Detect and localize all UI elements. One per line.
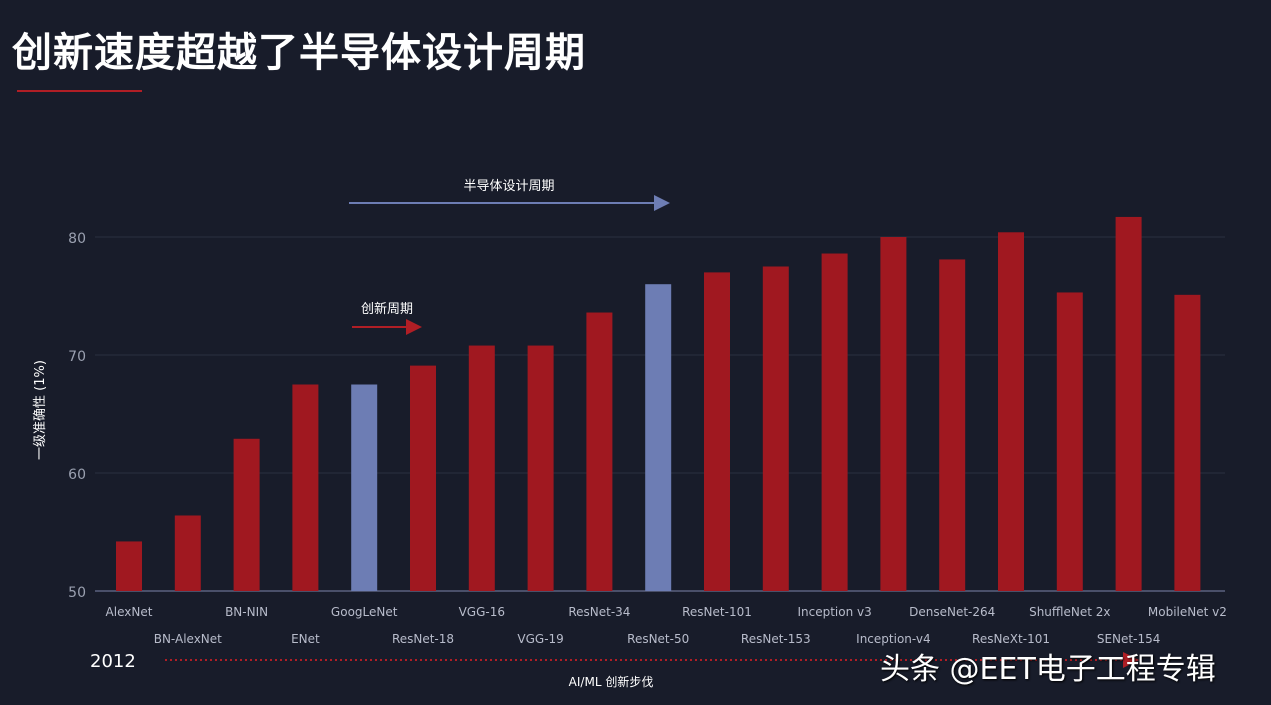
- x-tick-label: ResNet-50: [627, 632, 689, 646]
- bar-enet: [292, 384, 319, 591]
- semiconductor-cycle-label: 半导体设计周期: [463, 179, 554, 194]
- bar-resnet-34: [586, 312, 613, 591]
- y-axis-label: 一级准确性 (1%): [33, 360, 48, 460]
- x-tick-label: ResNet-153: [741, 632, 811, 646]
- x-tick-label: ShuffleNet 2x: [1029, 605, 1110, 619]
- y-tick-label: 60: [68, 467, 86, 483]
- bar-bn-nin: [233, 438, 260, 591]
- bar-inception-v4: [880, 237, 907, 591]
- bar-resnet-153: [762, 266, 789, 591]
- watermark: 头条 @EET电子工程专辑: [880, 652, 1216, 687]
- x-tick-label: ENet: [291, 632, 320, 646]
- y-tick-label: 50: [68, 585, 86, 601]
- x-tick-label: BN-NIN: [225, 605, 268, 619]
- bar-resnet-101: [704, 272, 730, 591]
- x-tick-label: BN-AlexNet: [154, 632, 222, 646]
- x-tick-label: DenseNet-264: [909, 605, 995, 619]
- bar-resnext-101: [998, 232, 1024, 591]
- innovation-cycle-label: 创新周期: [361, 301, 413, 317]
- bar-bn-alexnet: [174, 515, 201, 591]
- x-tick-label: ResNet-34: [568, 605, 630, 619]
- x-tick-label: ResNeXt-101: [972, 632, 1050, 646]
- x-tick-label: VGG-16: [459, 605, 505, 619]
- bar-senet-154: [1115, 216, 1142, 591]
- bar-resnet-18: [410, 365, 436, 591]
- page-title: 创新速度超越了半导体设计周期: [12, 30, 586, 76]
- bar-alexnet: [116, 541, 142, 591]
- x-tick-label: ResNet-18: [392, 632, 454, 646]
- y-tick-label: 70: [68, 349, 86, 365]
- start-year: 2012: [90, 651, 136, 672]
- x-tick-label: MobileNet v2: [1148, 605, 1227, 619]
- x-tick-label: GoogLeNet: [331, 605, 398, 619]
- bar-shufflenet-2x: [1056, 292, 1083, 591]
- x-tick-label: SENet-154: [1097, 632, 1161, 646]
- bar-densenet-264: [939, 259, 966, 591]
- bar-vgg-19: [527, 345, 554, 591]
- x-tick-label: VGG-19: [517, 632, 563, 646]
- bar-googlenet: [351, 384, 378, 591]
- bar-mobilenet-v2: [1174, 294, 1201, 591]
- x-tick-label: ResNet-101: [682, 605, 752, 619]
- x-tick-label: Inception-v4: [856, 632, 930, 646]
- title-underline: [17, 90, 142, 92]
- bar-inception-v3: [821, 253, 848, 591]
- x-tick-label: AlexNet: [106, 605, 153, 619]
- bar-resnet-50: [645, 284, 672, 591]
- x-tick-label: Inception v3: [797, 605, 871, 619]
- x-axis-caption: AI/ML 创新步伐: [569, 674, 654, 689]
- bar-vgg-16: [468, 345, 495, 591]
- y-tick-label: 80: [68, 231, 86, 247]
